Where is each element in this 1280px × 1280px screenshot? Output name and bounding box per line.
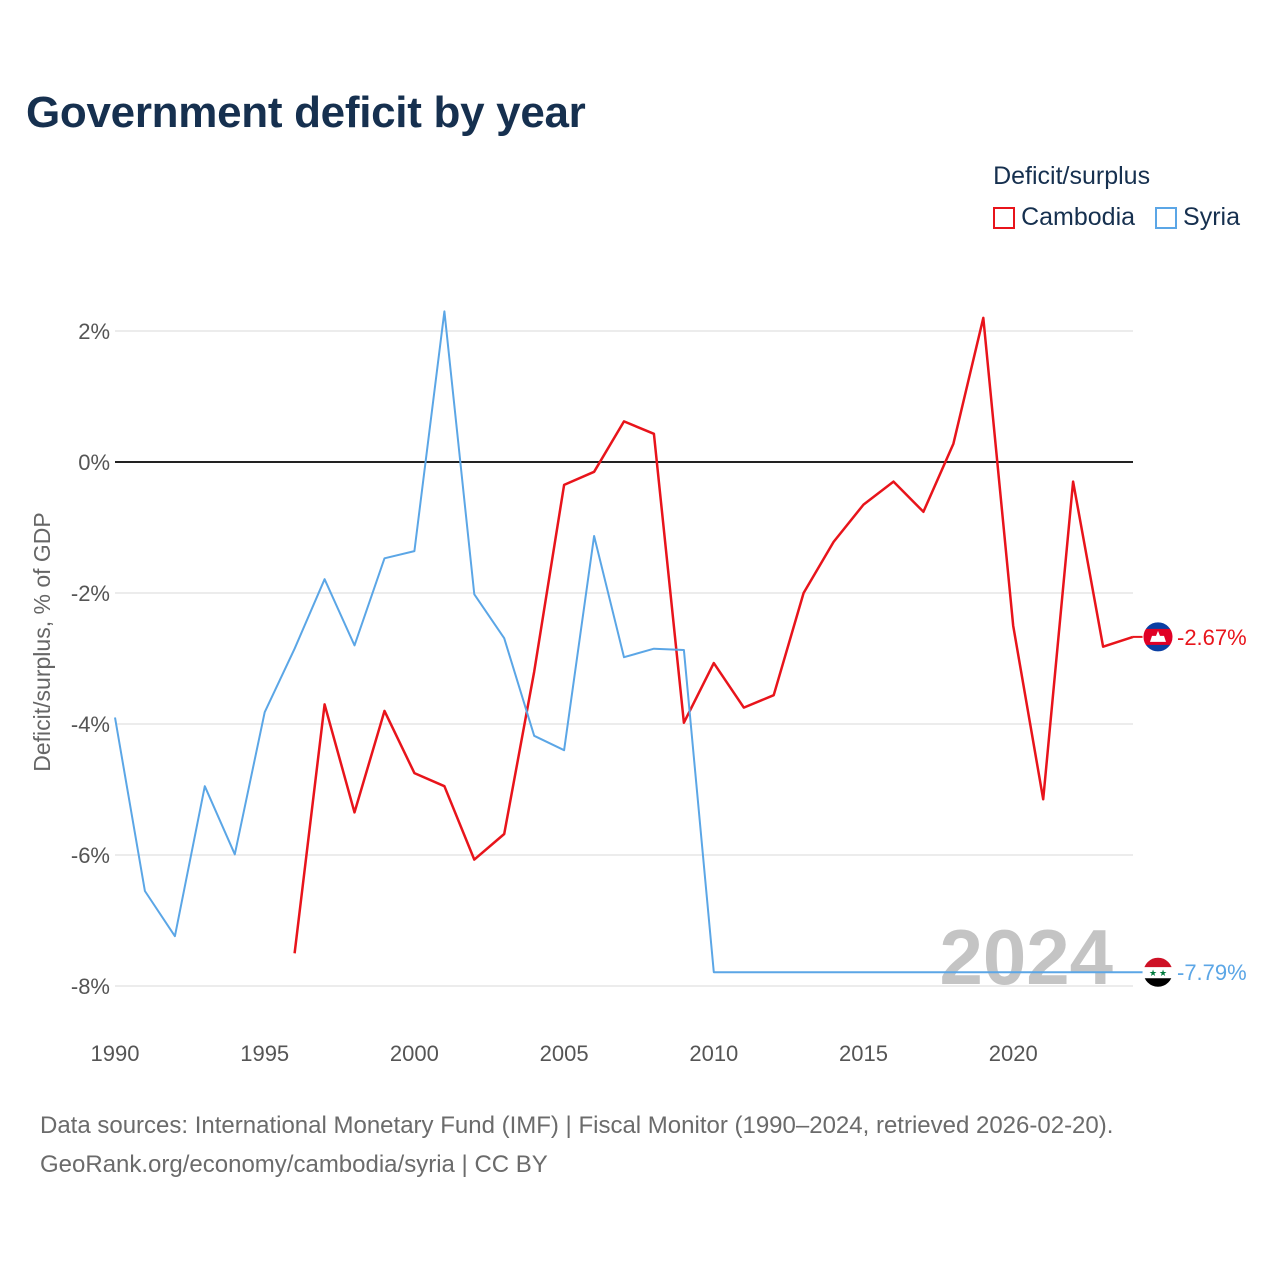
- x-tick-label: 2010: [689, 1041, 738, 1066]
- chart-title: Government deficit by year: [26, 88, 586, 137]
- svg-text:★: ★: [1149, 968, 1157, 978]
- legend-swatch-syria: [1155, 206, 1178, 229]
- line-chart: 2% 0% -2% -4% -6% -8% 1990 1995 2000 2005 2010 201…: [29, 310, 1247, 1066]
- end-value-label-cambodia: -2.67%: [1177, 625, 1247, 650]
- flag-icon-cambodia: [1142, 621, 1174, 653]
- y-tick-label: 0%: [78, 450, 110, 475]
- series-lines: [114, 310, 1134, 974]
- legend-item-cambodia[interactable]: Cambodia: [993, 203, 1135, 232]
- y-tick-label: 2%: [78, 319, 110, 344]
- series-line-syria: [114, 310, 1133, 974]
- y-axis-ticks: 2% 0% -2% -4% -6% -8%: [71, 319, 110, 999]
- legend-label-syria: Syria: [1183, 203, 1240, 231]
- y-tick-label: -2%: [71, 581, 110, 606]
- x-tick-label: 1995: [240, 1041, 289, 1066]
- end-value-label-syria: -7.79%: [1177, 960, 1247, 985]
- x-tick-label: 2005: [540, 1041, 589, 1066]
- legend-title: Deficit/surplus: [993, 162, 1151, 190]
- x-tick-label: 2020: [989, 1041, 1038, 1066]
- x-tick-label: 2000: [390, 1041, 439, 1066]
- y-tick-label: -4%: [71, 712, 110, 737]
- legend-swatch-cambodia: [993, 206, 1016, 229]
- svg-text:★: ★: [1159, 968, 1167, 978]
- legend: Deficit/surplus Cambodia Syria: [993, 162, 1240, 232]
- footer-sources: Data sources: International Monetary Fun…: [40, 1112, 1114, 1139]
- legend-label-cambodia: Cambodia: [1021, 203, 1136, 231]
- end-markers: -2.67%★ ★ -7.79%: [1133, 621, 1247, 988]
- x-axis-ticks: 1990 1995 2000 2005 2010 2015 2020: [91, 1041, 1038, 1066]
- x-tick-label: 1990: [91, 1041, 140, 1066]
- footer: Data sources: International Monetary Fun…: [40, 1106, 1113, 1184]
- footer-attribution: GeoRank.org/economy/cambodia/syria | CC …: [40, 1151, 548, 1178]
- y-axis-label: Deficit/surplus, % of GDP: [29, 512, 55, 771]
- x-tick-label: 2015: [839, 1041, 888, 1066]
- series-line-cambodia: [293, 316, 1134, 954]
- y-tick-label: -8%: [71, 974, 110, 999]
- year-overlay: 2024: [939, 913, 1113, 1001]
- y-tick-label: -6%: [71, 843, 110, 868]
- flag-icon-syria: ★ ★: [1142, 956, 1174, 988]
- legend-item-syria[interactable]: Syria: [1155, 203, 1240, 232]
- grid: [115, 330, 1133, 987]
